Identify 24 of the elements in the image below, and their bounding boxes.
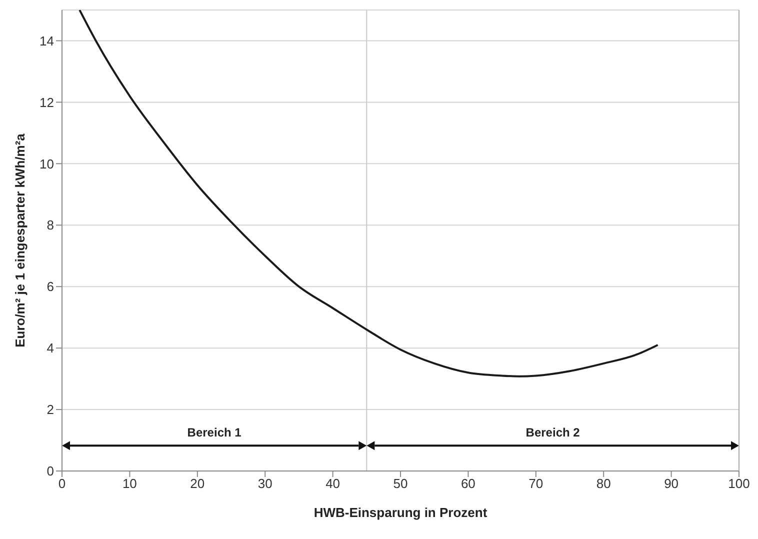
x-tick-label: 20 [190, 476, 205, 492]
y-tick-label: 8 [46, 218, 54, 233]
x-tick-label: 50 [393, 476, 408, 492]
annotation: Bereich 2 [526, 426, 580, 440]
annotation: Bereich 1 [187, 426, 242, 440]
x-tick-label: 0 [58, 476, 66, 492]
x-tick-label: 80 [596, 476, 611, 492]
y-tick-label: 14 [40, 33, 54, 48]
x-tick-label: 10 [122, 476, 137, 492]
line-series [78, 10, 659, 378]
y-tick-label: 4 [46, 340, 54, 356]
y-axis-title: Euro/m² je 1 eingesparter kWh/m²a [12, 132, 28, 348]
y-tick-label: 6 [46, 279, 54, 294]
y-tick-label: 2 [46, 402, 54, 418]
x-tick-label: 30 [258, 476, 272, 492]
y-tick-label: 0 [46, 464, 54, 479]
x-tick-label: 70 [528, 476, 544, 492]
x-tick-label: 40 [326, 476, 340, 492]
y-tick-label: 10 [40, 156, 54, 172]
x-axis-title: HWB-Einsparung in Prozent [314, 505, 488, 520]
x-tick-label: 90 [664, 476, 679, 492]
x-tick-label: 100 [728, 476, 750, 492]
y-tick-label: 12 [40, 94, 54, 110]
x-tick-label: 60 [460, 476, 476, 492]
